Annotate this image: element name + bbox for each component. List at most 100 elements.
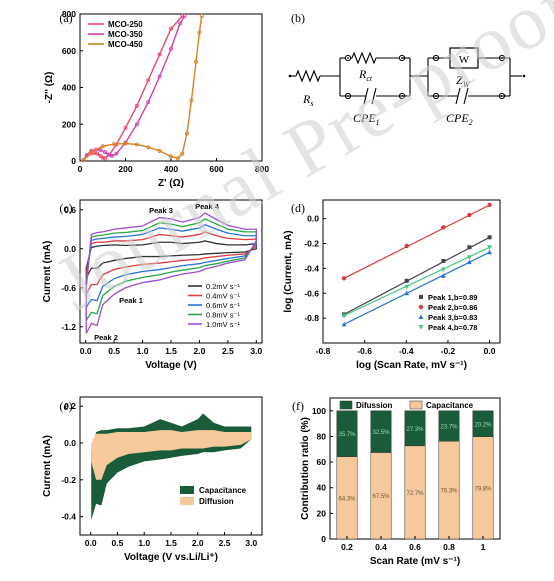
panel-d-point — [341, 321, 347, 327]
panel-f-y-tick-label: 100 — [312, 406, 326, 416]
panel-d-point — [487, 235, 492, 240]
panel-a-point — [182, 13, 187, 18]
panel-a-x-tick-label: 400 — [164, 164, 178, 174]
panel-a-point — [134, 142, 139, 147]
panel-c-x-tick-label: 1.0 — [137, 346, 149, 356]
panel-d-point — [404, 278, 409, 283]
panel-c-legend-label: 1.0mV s⁻¹ — [206, 320, 240, 329]
panel-a-point — [100, 155, 105, 160]
panel-c-x-tick-label: 0.0 — [80, 346, 92, 356]
panel-d-label: (d) — [291, 201, 305, 215]
panel-a-point — [146, 100, 151, 105]
panel-a-point — [103, 150, 108, 155]
panel-a-point — [157, 74, 162, 79]
panel-e-x-tick-label: 0.0 — [85, 538, 97, 548]
panel-d-point — [467, 212, 472, 218]
panel-a-point — [189, 98, 194, 103]
panel-d-legend-label: Peak 4,b=0.78 — [428, 323, 477, 332]
panel-e-x-tick-label: 1.0 — [138, 538, 150, 548]
panel-f-y-tick-label: 40 — [317, 483, 327, 493]
panel-d-legend-marker — [419, 295, 423, 299]
panel-e-area-diffusion — [91, 430, 252, 480]
panel-f-bar-difussion — [438, 410, 460, 442]
panel-a-point — [146, 145, 151, 150]
panel-a-legend-label: MCO-350 — [108, 30, 143, 39]
panel-a-point — [146, 78, 151, 83]
panel-e-x-tick-label: 0.5 — [112, 538, 124, 548]
panel-c-x-tick-label: 2.5 — [222, 346, 234, 356]
panel-a-x-tick-label: 800 — [255, 164, 269, 174]
panel-c-x-axis-label: Voltage (V) — [145, 360, 196, 371]
panel-a-y-axis-label: -Z'' (Ω) — [44, 72, 55, 104]
panel-d-point — [404, 290, 410, 296]
panel-c-series-line — [85, 231, 257, 295]
panel-d-y-axis-label: log (Current, mA) — [283, 230, 294, 312]
panel-a-point — [114, 151, 119, 156]
panel-d-point — [440, 267, 446, 273]
panel-e-legend-swatch — [180, 497, 194, 505]
panel-c-annotation-peak3: Peak 3 — [149, 206, 173, 215]
panel-f-legend-swatch — [409, 400, 423, 410]
panel-a-point — [168, 26, 173, 31]
panel-d-y-tick-label: -0.2 — [304, 239, 319, 249]
panel-b-circuit: (b) Rs Rct CPE1 W ZW CPE2 — [288, 11, 526, 127]
panel-e: 0.0 0.5 1.0 1.5 2.0 2.5 3.0 -0.4 -0.2 0.0 0.2 Volta… — [42, 396, 263, 563]
panel-d-fit-line — [343, 236, 490, 315]
panel-c-x-tick-label: 2.0 — [194, 346, 206, 356]
panel-d-point — [466, 255, 472, 260]
panel-d-point — [441, 258, 446, 263]
panel-d-x-tick-label: -0.6 — [357, 346, 372, 356]
panel-f-bar-label: 76.3% — [440, 489, 458, 495]
circuit-cpe2-plate — [455, 87, 461, 105]
panel-c-annotation-peak4: Peak 4 — [195, 202, 220, 211]
panel-d-point — [487, 245, 492, 250]
panel-a-x-tick-label: 600 — [209, 164, 223, 174]
panel-a-point — [157, 148, 162, 153]
panel-e-x-axis-label: Voltage (V vs.Li/Li⁺) — [124, 552, 218, 563]
panel-c-y-tick-label: 0.6 — [64, 205, 76, 215]
panel-e-y-axis-label: Current (mA) — [42, 435, 53, 497]
panel-f-bar-label: 23.7% — [440, 425, 458, 431]
circuit-label-cpe1: CPE1 — [353, 111, 380, 127]
panel-d-legend-label: Peak 1,b=0.89 — [428, 293, 477, 302]
panel-e-legend-swatch — [180, 486, 194, 494]
panel-d: -0.8 -0.6 -0.4 -0.2 0.0 -0.8 -0.6 -0.4 -0.2 0.0 lo… — [283, 199, 501, 371]
circuit-cpe2-plate — [463, 87, 469, 105]
circuit-label-rs: Rs — [302, 92, 313, 108]
panel-d-point — [441, 225, 446, 230]
panel-a-point — [197, 30, 202, 35]
panel-f-x-tick-label: 0.2 — [341, 542, 353, 552]
panel-a-label: (a) — [59, 11, 72, 25]
panel-c-y-tick-label: -1.2 — [61, 322, 76, 332]
panel-e-x-tick-label: 2.5 — [219, 538, 231, 548]
panel-d-legend-marker — [418, 304, 424, 310]
panel-c-series-line — [85, 218, 257, 323]
panel-a-point — [95, 151, 100, 156]
panel-a-point — [168, 154, 173, 159]
panel-c-series-line — [85, 212, 257, 334]
panel-a-point — [106, 152, 111, 157]
panel-d-point — [467, 245, 472, 250]
panel-d-legend-marker — [418, 325, 424, 330]
panel-a-point — [199, 13, 204, 18]
panel-e-x-tick-label: 1.5 — [165, 538, 177, 548]
panel-e-x-tick-label: 2.0 — [192, 538, 204, 548]
panel-f-bar-difussion — [472, 410, 494, 437]
panel-a-y-tick-label: 800 — [62, 9, 76, 19]
panel-a-y-tick-label: 400 — [62, 83, 76, 93]
panel-d-point — [404, 285, 410, 290]
panel-e-y-tick-label: 0.2 — [64, 401, 76, 411]
panel-d-x-tick-label: 0.0 — [484, 346, 496, 356]
panel-a-x-tick-label: 200 — [118, 164, 132, 174]
panel-e-y-tick-label: -0.4 — [61, 512, 76, 522]
panel-d-point — [440, 273, 446, 278]
panel-b-label: (b) — [291, 11, 305, 25]
panel-c-legend-label: 0.4mV s⁻¹ — [206, 292, 240, 301]
panel-f-bar-label: 72.7% — [406, 491, 424, 497]
circuit-label-rct: Rct — [358, 67, 373, 83]
circuit-resistor-rs — [295, 69, 321, 83]
panel-f-x-tick-label: 1 — [481, 542, 486, 552]
panel-a-point — [175, 156, 180, 161]
panel-c-y-tick-label: -0.6 — [61, 283, 76, 293]
panel-d-fit-line — [343, 246, 490, 317]
